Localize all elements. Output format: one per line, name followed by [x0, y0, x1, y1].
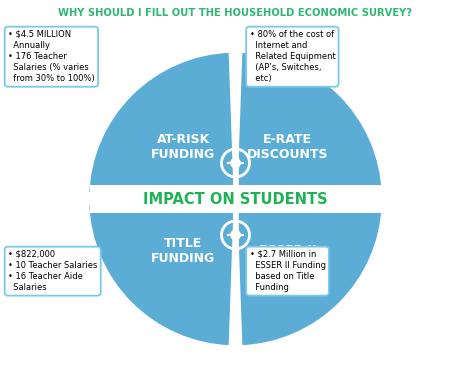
FancyBboxPatch shape	[89, 185, 382, 213]
Text: • 80% of the cost of
  Internet and
  Related Equipment
  (AP’s, Switches,
  etc: • 80% of the cost of Internet and Relate…	[250, 30, 335, 83]
Text: WHY SHOULD I FILL OUT THE HOUSEHOLD ECONOMIC SURVEY?: WHY SHOULD I FILL OUT THE HOUSEHOLD ECON…	[58, 8, 413, 18]
Wedge shape	[236, 199, 383, 347]
Text: AT-RISK
FUNDING: AT-RISK FUNDING	[151, 133, 216, 161]
Text: • $822,000
• 10 Teacher Salaries
• 16 Teacher Aide
  Salaries: • $822,000 • 10 Teacher Salaries • 16 Te…	[8, 250, 97, 292]
Text: IMPACT ON STUDENTS: IMPACT ON STUDENTS	[143, 192, 328, 206]
Wedge shape	[236, 51, 383, 199]
Text: TITLE
FUNDING: TITLE FUNDING	[151, 237, 216, 265]
Text: • $4.5 MILLION
  Annually
• 176 Teacher
  Salaries (% varies
  from 30% to 100%): • $4.5 MILLION Annually • 176 Teacher Sa…	[8, 30, 95, 83]
Text: • $2.7 Million in
  ESSER II Funding
  based on Title
  Funding: • $2.7 Million in ESSER II Funding based…	[250, 250, 325, 292]
Wedge shape	[88, 199, 236, 347]
Text: ESSER II: ESSER II	[259, 244, 316, 258]
Wedge shape	[88, 51, 236, 199]
Text: E-RATE
DISCOUNTS: E-RATE DISCOUNTS	[247, 133, 328, 161]
